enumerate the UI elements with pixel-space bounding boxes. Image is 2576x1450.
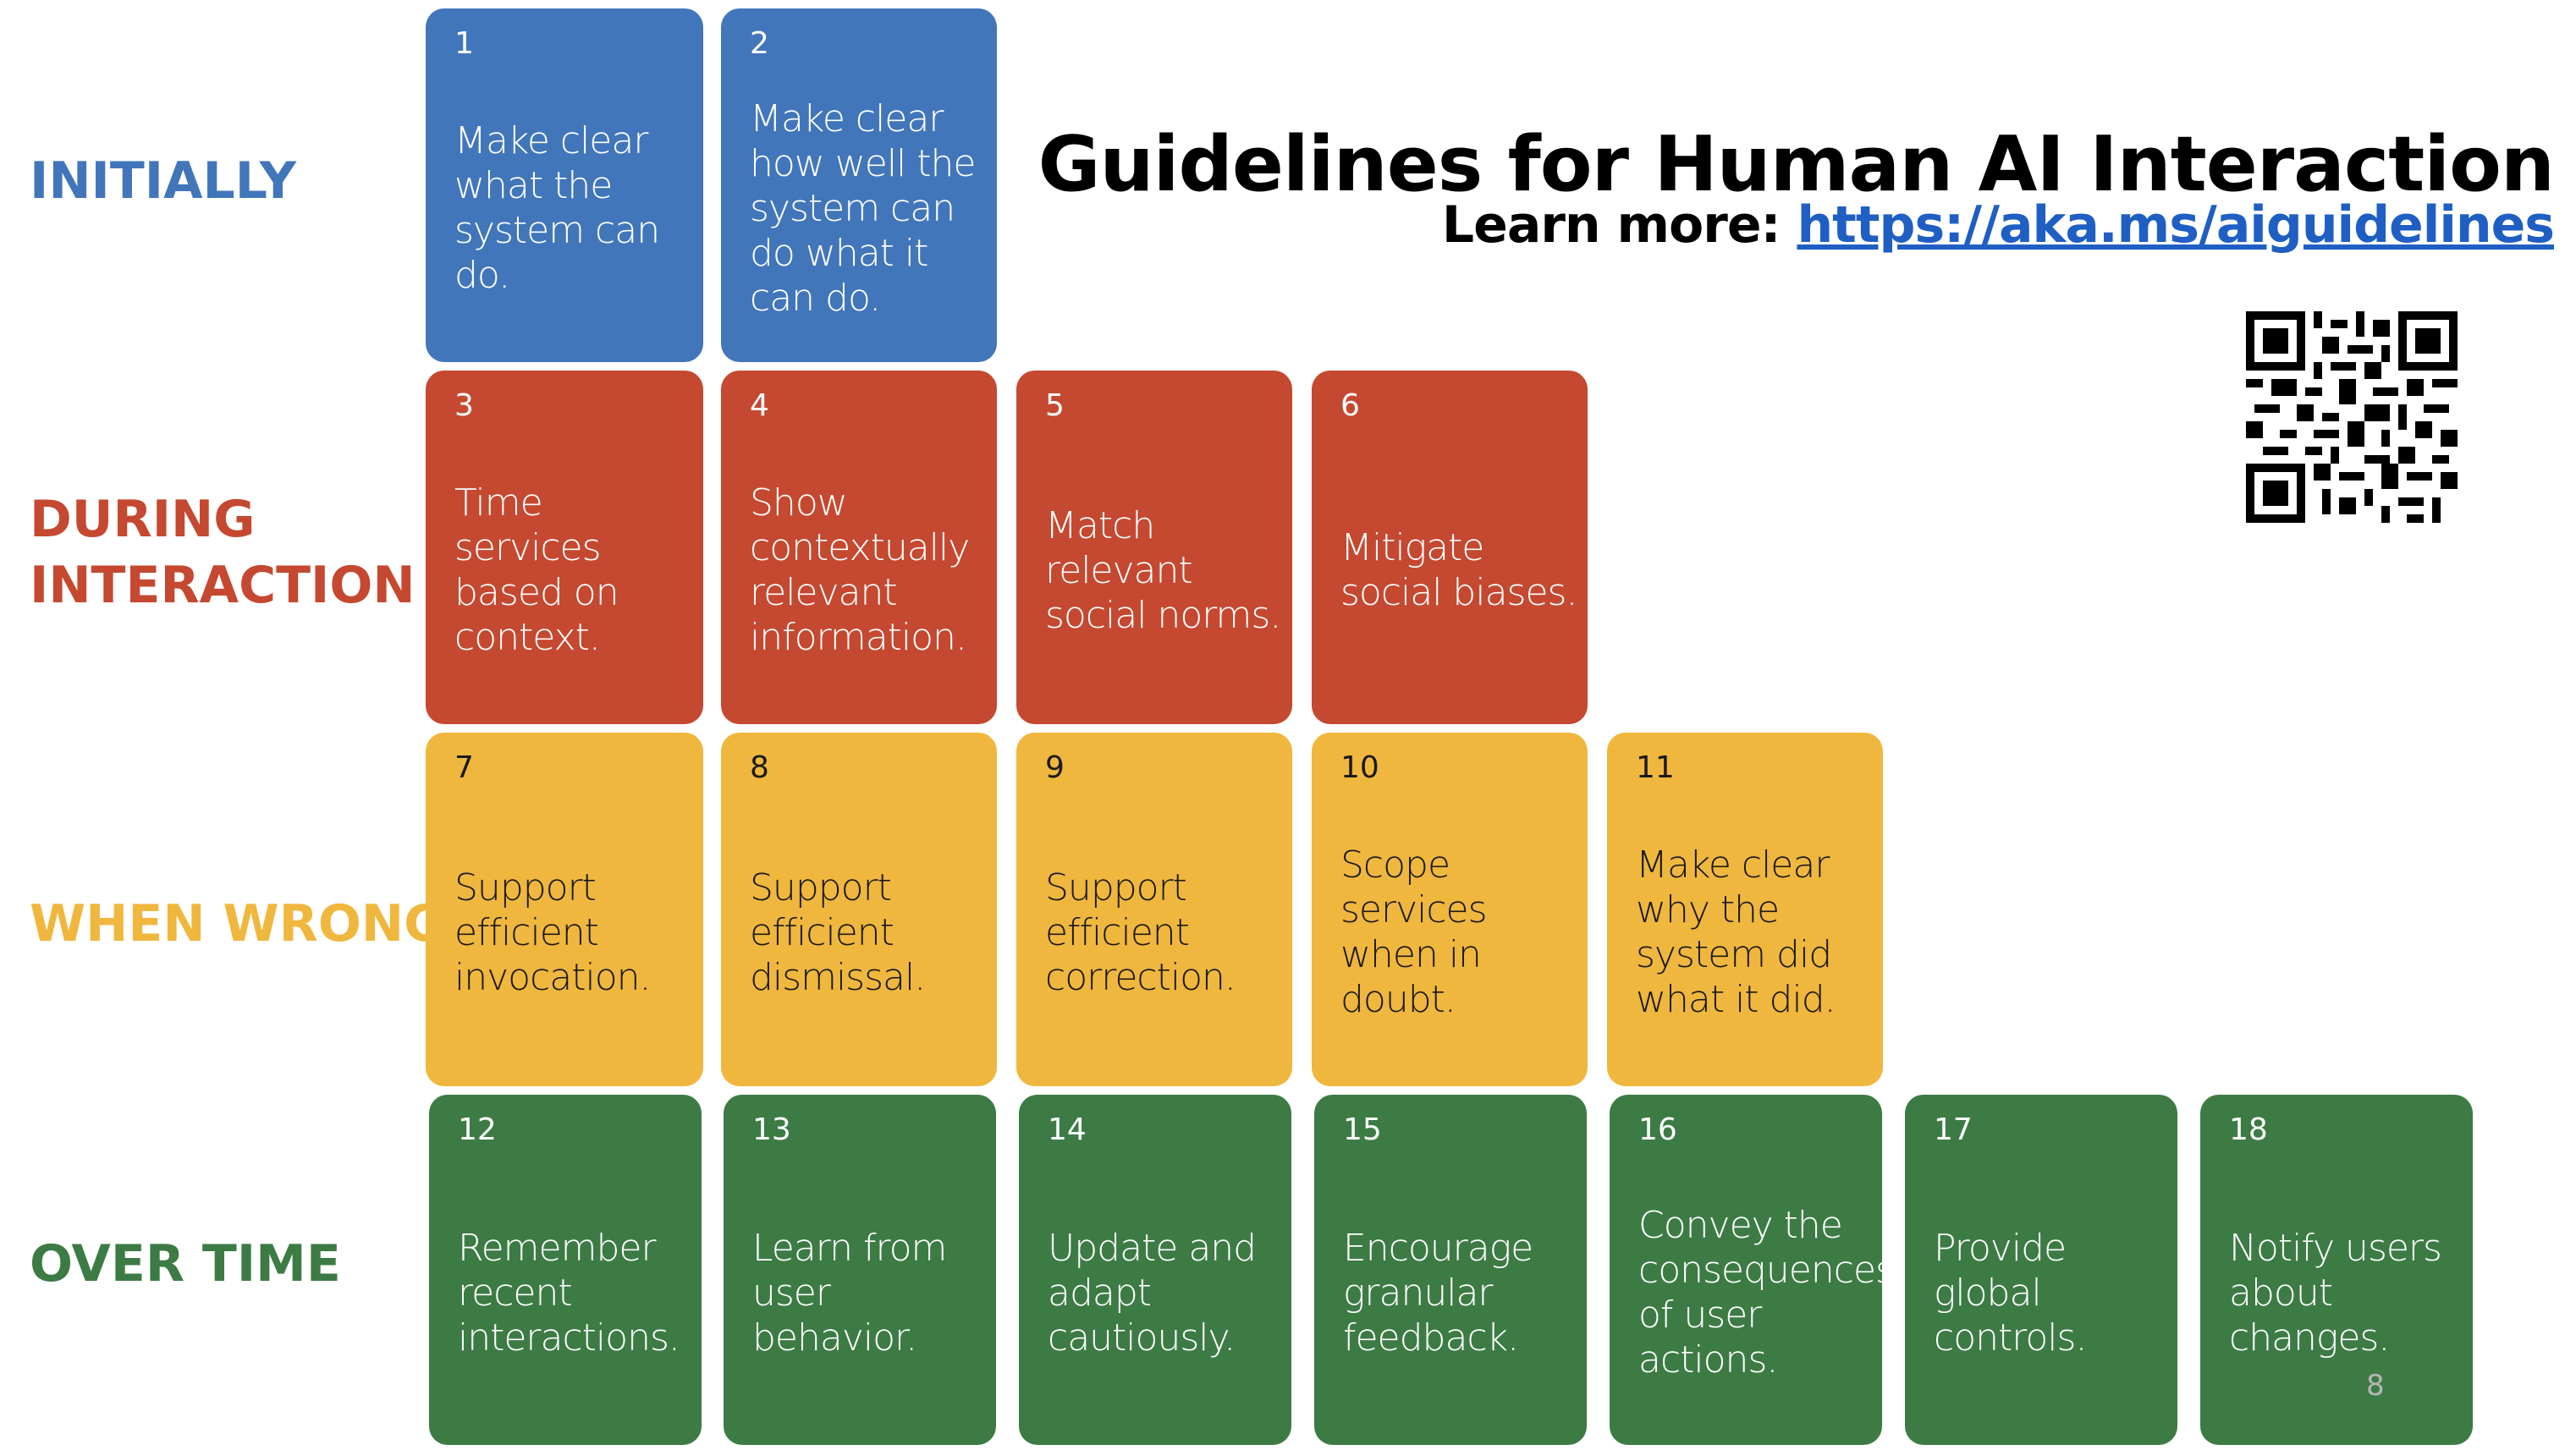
guideline-number: 17 [1934, 1112, 1973, 1147]
guideline-number: 6 [1340, 388, 1360, 423]
guideline-text: Remember recent interactions. [458, 1226, 680, 1359]
guideline-number: 4 [750, 388, 769, 423]
guideline-text: Time services based on context. [454, 481, 619, 659]
guideline-text: Support efficient dismissal. [750, 865, 926, 999]
guideline-number: 13 [752, 1112, 791, 1147]
phase-label-during: DURING [30, 490, 256, 549]
guideline-number: 10 [1340, 750, 1379, 785]
guideline-text: Support efficient invocation. [454, 865, 652, 999]
guidelines-link[interactable]: https://aka.ms/aiguidelines [1797, 195, 2555, 255]
guideline-text: Make clear how well the system can do wh… [750, 96, 976, 320]
guideline-text: Encourage granular feedback. [1343, 1226, 1533, 1359]
guideline-card-4: 4 Show contextually relevant information… [721, 371, 997, 724]
guideline-text: Make clear why the system did what it di… [1636, 843, 1836, 1021]
guideline-text: Convey the consequences of user actions. [1638, 1204, 1895, 1381]
guideline-number: 15 [1343, 1112, 1382, 1147]
phase-label-initially: INITIALLY [30, 151, 297, 211]
guideline-card-13: 13 Learn from user behavior. [724, 1095, 996, 1445]
guideline-card-3: 3 Time services based on context. [426, 371, 703, 724]
guideline-card-7: 7 Support efficient invocation. [426, 733, 703, 1086]
guideline-card-17: 17 Provide global controls. [1905, 1095, 2177, 1445]
guideline-card-6: 6 Mitigate social biases. [1312, 371, 1588, 724]
guideline-card-11: 11 Make clear why the system did what it… [1607, 733, 1883, 1086]
guideline-number: 9 [1045, 750, 1065, 785]
guideline-number: 11 [1636, 750, 1675, 785]
guideline-number: 7 [454, 750, 474, 785]
guideline-card-8: 8 Support efficient dismissal. [721, 733, 997, 1086]
qr-code-icon [2246, 311, 2458, 523]
guideline-number: 2 [750, 26, 769, 61]
guideline-card-16: 16 Convey the consequences of user actio… [1610, 1095, 1895, 1445]
guideline-text: Provide global controls. [1934, 1226, 2087, 1359]
guideline-text: Update and adapt cautiously. [1048, 1226, 1257, 1359]
learn-more-prefix: Learn more: [1441, 195, 1797, 255]
guideline-card-2: 2 Make clear how well the system can do … [721, 8, 997, 362]
guideline-number: 1 [454, 26, 474, 61]
guideline-text: Support efficient correction. [1045, 865, 1236, 999]
phase-label-interaction: INTERACTION [30, 556, 416, 615]
guideline-number: 12 [458, 1112, 497, 1147]
guideline-number: 5 [1045, 388, 1065, 423]
guideline-number: 14 [1048, 1112, 1087, 1147]
guideline-card-14: 14 Update and adapt cautiously. [1019, 1095, 1291, 1445]
guideline-number: 18 [2229, 1112, 2268, 1147]
guideline-text: Match relevant social norms. [1045, 503, 1281, 637]
guideline-card-1: 1 Make clear what the system can do. [426, 8, 703, 362]
guideline-card-12: 12 Remember recent interactions. [429, 1095, 702, 1445]
guideline-card-18: 18 Notify users about changes. [2200, 1095, 2473, 1445]
guideline-card-9: 9 Support efficient correction. [1016, 733, 1292, 1086]
guideline-text: Make clear what the system can do. [454, 119, 660, 297]
guideline-text: Mitigate social biases. [1340, 526, 1577, 614]
guideline-number: 8 [750, 750, 769, 785]
guideline-text: Show contextually relevant information. [750, 481, 970, 659]
guideline-number: 3 [454, 388, 474, 423]
phase-label-over-time: OVER TIME [30, 1234, 341, 1293]
guideline-text: Scope services when in doubt. [1340, 843, 1488, 1021]
guideline-card-15: 15 Encourage granular feedback. [1314, 1095, 1587, 1445]
guideline-text: Notify users about changes. [2229, 1226, 2442, 1359]
page-number: 8 [2366, 1369, 2385, 1403]
guideline-card-5: 5 Match relevant social norms. [1016, 371, 1292, 724]
phase-label-when-wrong: WHEN WRONG [30, 894, 446, 953]
page-title: Guidelines for Human AI Interaction [1038, 120, 2555, 209]
guideline-number: 16 [1638, 1112, 1677, 1147]
guideline-card-10: 10 Scope services when in doubt. [1312, 733, 1588, 1086]
guideline-text: Learn from user behavior. [752, 1226, 947, 1359]
learn-more-line: Learn more: https://aka.ms/aiguidelines [1441, 195, 2555, 255]
